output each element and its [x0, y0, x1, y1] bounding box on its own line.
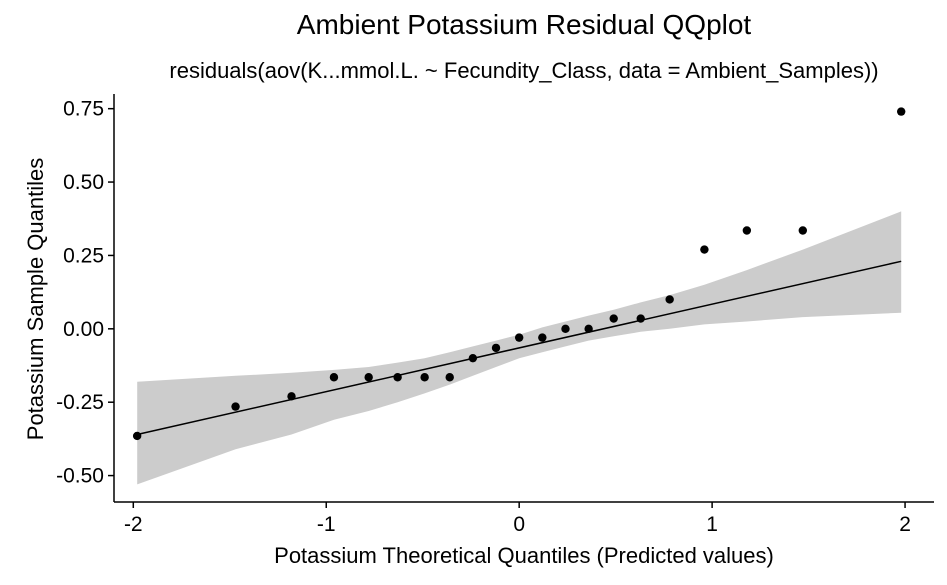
- x-tick-label: 1: [706, 513, 718, 536]
- data-point: [897, 107, 906, 116]
- chart-title: Ambient Potassium Residual QQplot: [296, 9, 752, 40]
- y-tick-label: -0.50: [56, 465, 104, 488]
- data-point: [584, 324, 593, 334]
- reference-line-layer: [136, 260, 902, 436]
- y-tick-label: 0.25: [63, 244, 104, 267]
- data-point: [514, 333, 524, 342]
- data-point: [468, 353, 478, 363]
- data-point: [132, 431, 142, 441]
- x-tick-label: -1: [317, 513, 336, 536]
- data-point: [609, 314, 618, 323]
- x-axis-label: Potassium Theoretical Quantiles (Predict…: [274, 543, 774, 568]
- data-point: [665, 295, 674, 304]
- data-point: [287, 392, 296, 401]
- y-tick-label: 0.00: [63, 318, 104, 341]
- data-point: [491, 343, 501, 353]
- x-tick-label: 0: [513, 513, 525, 536]
- data-point: [561, 324, 570, 334]
- data-point: [393, 373, 402, 382]
- data-point: [445, 373, 454, 382]
- data-point: [420, 373, 429, 382]
- points-layer: [132, 107, 906, 441]
- axes: -0.50 -0.25 0.00 0.25 0.50 0.75 -2 -1 0 1 2: [56, 94, 934, 536]
- data-point: [742, 226, 752, 235]
- x-tick-label: -2: [124, 513, 143, 536]
- data-point: [231, 402, 240, 411]
- data-point: [636, 314, 645, 323]
- y-tick-label: -0.25: [56, 391, 104, 414]
- reference-line: [136, 260, 902, 436]
- data-point: [798, 226, 807, 235]
- data-point: [538, 333, 547, 342]
- x-tick-label: 2: [899, 513, 911, 536]
- data-point: [700, 245, 709, 254]
- data-point: [329, 373, 339, 382]
- chart-subtitle: residuals(aov(K...mmol.L. ~ Fecundity_Cl…: [169, 58, 879, 83]
- data-point: [364, 373, 373, 382]
- y-tick-label: 0.50: [63, 171, 104, 194]
- y-tick-label: 0.75: [63, 98, 104, 121]
